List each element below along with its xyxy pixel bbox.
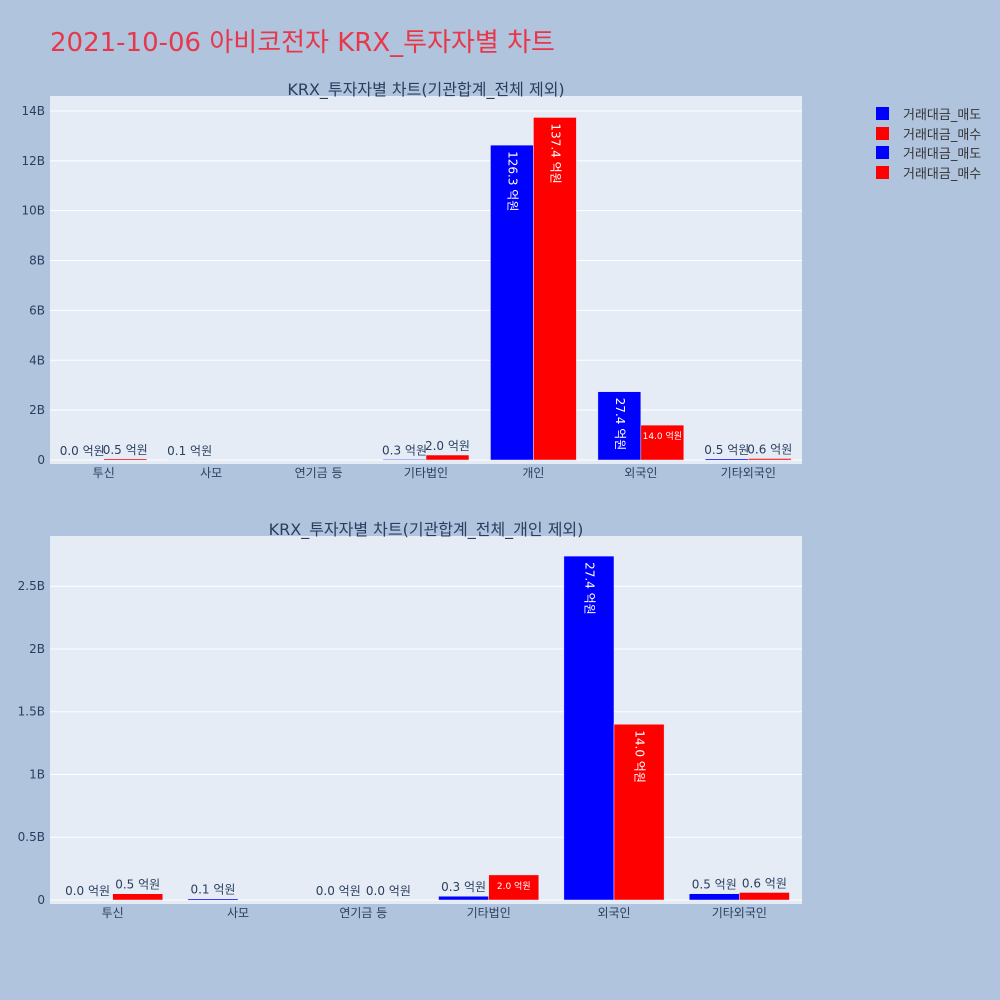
bar-sell (490, 144, 534, 461)
y-tick-label: 0 (37, 893, 45, 907)
bar-sell (597, 391, 642, 461)
legend-label: 거래대금_매도 (903, 108, 982, 124)
x-tick-label: 사모 (200, 466, 222, 480)
y-tick-label: 2B (29, 642, 45, 656)
x-tick-label: 개인 (522, 466, 544, 480)
bar-value-label: 0.3 억원 (441, 880, 486, 894)
y-tick-label: 0.5B (18, 830, 45, 844)
bar-sell (705, 458, 749, 461)
bar-buy (112, 893, 164, 901)
bar-buy (488, 874, 540, 901)
bar-buy (103, 458, 147, 461)
bar-buy (739, 892, 790, 901)
x-tick-label: 기타법인 (404, 466, 448, 480)
x-tick-label: 투신 (93, 466, 115, 480)
bar-sell (382, 459, 427, 461)
y-tick-label: 1B (29, 767, 45, 781)
bar-value-label: 0.6 억원 (742, 876, 787, 890)
x-tick-label: 투신 (102, 906, 124, 920)
bar-buy (613, 724, 665, 901)
bar-value-label: 0.5 억원 (115, 878, 160, 892)
bar-value-label: 0.0 억원 (60, 444, 105, 458)
bar-value-label: 126.3 억원 (505, 151, 519, 211)
bar-value-label: 0.3 억원 (382, 443, 427, 457)
legend-swatch-icon (876, 146, 889, 160)
legend-item-sell-1[interactable]: 거래대금_매도 (876, 104, 981, 124)
bar-value-label: 27.4 억원 (613, 398, 627, 451)
y-tick-label: 0 (37, 453, 45, 467)
x-tick-label: 연기금 등 (295, 466, 343, 480)
bar-value-label: 0.0 억원 (65, 884, 110, 898)
y-tick-label: 14B (21, 104, 45, 118)
legend-swatch-icon (876, 126, 889, 140)
legend-label: 거래대금_매수 (903, 127, 982, 143)
legend-label: 거래대금_매도 (903, 147, 982, 163)
legend-item-buy-2[interactable]: 거래대금_매수 (876, 163, 981, 183)
legend-label: 거래대금_매수 (903, 166, 982, 182)
bar-buy (748, 458, 792, 461)
bar-buy (640, 424, 685, 461)
bar-sell (187, 898, 239, 901)
legend-swatch-icon (876, 107, 889, 121)
x-tick-label: 연기금 등 (339, 906, 387, 920)
plot-area-1 (50, 96, 802, 464)
page-title: 2021-10-06 아비코전자 KRX_투자자별 차트 (50, 28, 555, 58)
x-tick-label: 외국인 (597, 906, 630, 920)
y-tick-label: 4B (29, 353, 45, 367)
x-tick-label: 기타법인 (467, 906, 511, 920)
y-tick-label: 1.5B (18, 705, 45, 719)
bar-value-label: 0.0 억원 (316, 884, 361, 898)
legend-item-sell-2[interactable]: 거래대금_매도 (876, 143, 981, 163)
bar-value-label: 137.4 억원 (548, 123, 562, 183)
bar-value-label: 0.5 억원 (692, 878, 737, 892)
bar-value-label: 0.1 억원 (190, 883, 235, 897)
bar-sell (438, 895, 489, 901)
legend[interactable]: 거래대금_매도 거래대금_매수 거래대금_매도 거래대금_매수 (876, 104, 981, 182)
x-tick-label: 사모 (227, 906, 249, 920)
chart-title: KRX_투자자별 차트(기관합계_전체 제외) (287, 80, 564, 100)
y-tick-label: 8B (29, 254, 45, 268)
x-tick-label: 외국인 (624, 466, 657, 480)
plot-area-2 (50, 536, 802, 904)
y-tick-label: 12B (21, 154, 45, 168)
y-tick-label: 2.5B (18, 579, 45, 593)
bar-buy (425, 454, 470, 461)
legend-item-buy-1[interactable]: 거래대금_매수 (876, 124, 981, 144)
bar-value-label: 14.0 억원 (633, 730, 647, 783)
bar-sell (688, 893, 740, 901)
bar-value-label: 14.0 억원 (643, 430, 682, 442)
y-tick-label: 10B (21, 204, 45, 218)
bar-value-label: 0.0 억원 (366, 884, 411, 898)
bar-buy (533, 117, 577, 461)
y-tick-label: 2B (29, 403, 45, 417)
y-tick-label: 6B (29, 303, 45, 317)
bar-value-label: 0.1 억원 (167, 444, 212, 458)
x-tick-label: 기타외국인 (721, 466, 776, 480)
bar-value-label: 2.0 억원 (497, 880, 531, 892)
bar-value-label: 27.4 억원 (582, 562, 596, 615)
bar-value-label: 0.5 억원 (103, 443, 148, 457)
legend-swatch-icon (876, 165, 889, 179)
bar-value-label: 0.5 억원 (704, 443, 749, 457)
bar-value-label: 0.6 억원 (747, 443, 792, 457)
bar-value-label: 2.0 억원 (425, 439, 470, 453)
chart-title: KRX_투자자별 차트(기관합계_전체_개인 제외) (269, 520, 584, 540)
x-tick-label: 기타외국인 (712, 906, 767, 920)
